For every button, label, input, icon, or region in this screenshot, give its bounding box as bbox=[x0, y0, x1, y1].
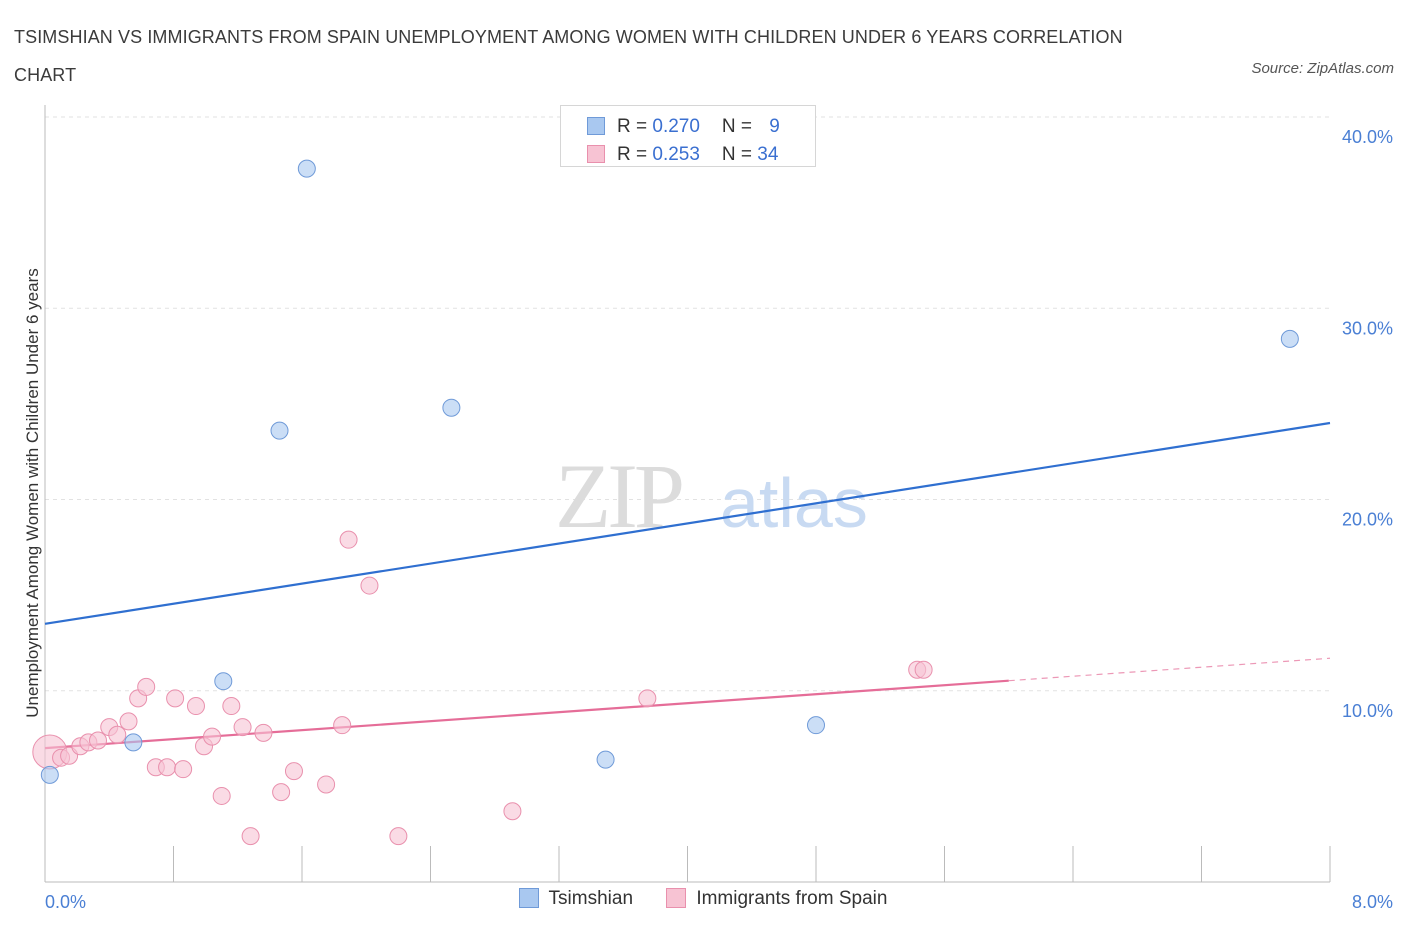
y-tick-label: 30.0% bbox=[1342, 318, 1393, 338]
r-label: R = bbox=[617, 144, 653, 165]
legend-label: Immigrants from Spain bbox=[696, 888, 888, 909]
data-point bbox=[914, 660, 933, 679]
watermark-zip: ZIP bbox=[555, 445, 682, 547]
r-value: 0.270 bbox=[652, 116, 700, 137]
legend-label: Tsimshian bbox=[548, 888, 634, 909]
data-point bbox=[297, 159, 316, 178]
tsimshian-legend-swatch bbox=[518, 888, 539, 908]
series-legend: Tsimshian Immigrants from Spain bbox=[0, 888, 1406, 910]
data-point bbox=[638, 689, 657, 708]
chart-title: TSIMSHIAN VS IMMIGRANTS FROM SPAIN UNEMP… bbox=[14, 27, 1123, 85]
n-label: N = bbox=[721, 116, 758, 137]
trend-lines bbox=[44, 421, 1331, 750]
data-point bbox=[166, 689, 185, 708]
data-point bbox=[108, 725, 127, 744]
legend-item-spain: Immigrants from Spain bbox=[666, 888, 887, 910]
x-tick-label: 8.0% bbox=[1352, 892, 1393, 912]
data-point bbox=[339, 530, 358, 549]
data-point bbox=[272, 783, 291, 802]
data-point bbox=[254, 723, 273, 742]
grid-lines bbox=[45, 116, 1330, 692]
n-value: 34 bbox=[757, 144, 779, 165]
data-point bbox=[212, 786, 231, 805]
correlation-legend: R = 0.270 N = 9 R = 0.253 N = 34 bbox=[560, 105, 816, 167]
data-point bbox=[119, 712, 138, 731]
data-point bbox=[241, 827, 260, 846]
data-point bbox=[360, 576, 379, 595]
data-point bbox=[442, 398, 461, 417]
y-axis-label: Unemployment Among Women with Children U… bbox=[23, 268, 42, 717]
data-points bbox=[32, 159, 1299, 846]
data-point bbox=[214, 672, 233, 691]
r-label: R = bbox=[617, 116, 653, 137]
data-point bbox=[233, 718, 252, 737]
legend-row-tsimshian: R = 0.270 N = 9 bbox=[587, 116, 780, 142]
watermark-atlas: atlas bbox=[720, 464, 868, 542]
r-value: 0.253 bbox=[652, 144, 700, 165]
spain-legend-swatch bbox=[666, 888, 687, 908]
source-label: Source: ZipAtlas.com bbox=[1251, 60, 1394, 77]
legend-item-tsimshian: Tsimshian bbox=[518, 888, 634, 910]
tsimshian-swatch bbox=[587, 117, 605, 135]
data-point bbox=[503, 802, 522, 821]
data-point bbox=[40, 765, 59, 784]
y-tick-label: 40.0% bbox=[1342, 127, 1393, 147]
trend-line bbox=[44, 421, 1331, 625]
spain-swatch bbox=[587, 145, 605, 163]
legend-row-spain: R = 0.253 N = 34 bbox=[587, 144, 778, 170]
data-point bbox=[807, 716, 825, 735]
trend-line-extension bbox=[1008, 657, 1331, 682]
data-point bbox=[596, 750, 615, 769]
n-value: 9 bbox=[769, 116, 780, 137]
data-point bbox=[270, 421, 289, 440]
tick-labels: 10.0% 20.0% 30.0% 40.0% 0.0% 8.0% bbox=[45, 127, 1393, 912]
data-point bbox=[203, 727, 222, 746]
y-tick-label: 20.0% bbox=[1342, 510, 1393, 530]
data-point bbox=[333, 716, 352, 735]
data-point bbox=[137, 677, 156, 696]
data-point bbox=[158, 758, 177, 777]
data-point bbox=[284, 762, 303, 781]
data-point bbox=[222, 697, 241, 716]
data-point bbox=[174, 760, 193, 779]
axes bbox=[44, 105, 1331, 883]
data-point bbox=[389, 827, 408, 846]
n-label: N = bbox=[721, 144, 758, 165]
y-tick-label: 10.0% bbox=[1342, 701, 1393, 721]
data-point bbox=[1280, 329, 1299, 348]
data-point bbox=[124, 733, 143, 752]
x-tick-label: 0.0% bbox=[45, 892, 86, 912]
data-point bbox=[89, 731, 108, 750]
data-point bbox=[317, 775, 336, 794]
data-point bbox=[186, 697, 205, 716]
